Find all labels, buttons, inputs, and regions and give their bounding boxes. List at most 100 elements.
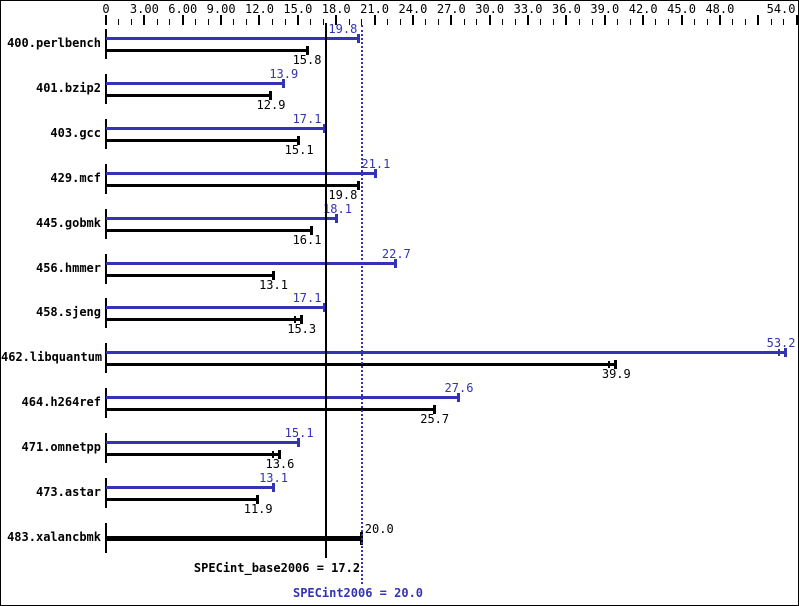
row-spine [105,253,107,284]
base-bar [106,228,312,232]
peak-bar [106,351,787,355]
axis-tick-label: 18.0 [321,2,351,16]
benchmark-label: 473.astar [35,485,101,500]
base-bar [106,273,274,277]
peak-bar-cap [357,34,361,43]
base-range-tick [293,316,296,324]
peak-range-tick [778,349,781,357]
axis-tick-label: 15.0 [283,2,313,16]
axis-major-tick [757,15,760,25]
peak-value-label: 18.1 [323,201,352,216]
axis-major-tick [181,15,184,25]
row-spine [105,73,107,104]
benchmark-label: 464.h264ref [21,395,101,410]
axis-major-tick [680,15,683,25]
axis-minor-tick [361,19,363,25]
peak-bar-cap [297,438,301,448]
peak-value-label: 17.1 [292,291,322,306]
axis-major-tick [527,15,530,25]
axis-tick-label: 6.00 [168,2,198,16]
base-range-tick [271,451,274,459]
base-value-label: 39.9 [601,367,631,382]
benchmark-label: 483.xalancbmk [7,530,101,544]
axis-minor-tick [514,19,516,25]
row-spine [105,433,107,464]
peak-ref-line [360,25,363,584]
row-spine [105,298,107,329]
base-bar-cap [614,360,618,370]
peak-bar [106,261,397,265]
axis-minor-tick [310,19,312,25]
peak-value-label: 27.6 [444,381,474,396]
peak-value-label: 53.2 [766,336,796,351]
base-value-label: 13.6 [265,457,295,472]
axis-minor-tick [706,19,708,25]
benchmark-label: 429.mcf [50,170,101,185]
axis-minor-tick [668,19,670,25]
axis-tick-label: 9.00 [206,2,236,16]
base-bar [106,498,259,502]
benchmark-label: 471.omnetpp [21,440,101,455]
peak-bar-cap [281,78,285,88]
axis-major-tick [105,15,107,25]
peak-bar [106,171,376,175]
benchmark-label: 456.hmmer [35,260,101,275]
base-bar [106,138,300,142]
axis-major-tick [220,15,223,25]
base-bar [106,536,362,541]
base-bar-cap [268,90,272,100]
axis-minor-tick [540,19,542,25]
peak-bar [106,126,325,130]
peak-value-label: 13.1 [259,471,288,486]
axis-major-tick [411,15,414,25]
axis-minor-tick [617,19,619,25]
peak-score-label: SPECint2006 = 20.0 [292,586,424,600]
base-value-label: 20.0 [364,522,394,536]
benchmark-label: 401.bzip2 [35,80,101,95]
base-range-tick [608,361,611,369]
base-value-label: 11.9 [243,502,273,517]
axis-minor-tick [693,19,695,25]
base-value-label: 15.3 [287,322,317,337]
peak-bar [106,441,300,445]
axis-minor-tick [322,19,324,25]
base-ref-line [324,23,327,558]
row-spine [105,208,107,239]
base-bar [106,318,302,322]
base-value-label: 25.7 [420,412,450,427]
axis-tick-label: 33.0 [513,2,543,16]
base-value-label: 13.1 [259,277,288,292]
axis-major-tick [488,15,491,25]
row-spine [105,343,107,374]
base-bar-cap [297,135,301,145]
peak-bar-cap [335,213,339,223]
peak-value-label: 19.8 [328,22,358,36]
base-bar [106,183,360,187]
peak-bar [106,216,338,220]
axis-minor-tick [745,19,746,25]
peak-bar [106,37,360,40]
base-value-label: 15.8 [292,53,322,67]
benchmark-label: 462.libquantum [1,350,103,365]
benchmark-label: 403.gcc [50,125,101,140]
axis-tick-label: 24.0 [398,2,428,16]
base-bar-cap [299,315,303,325]
base-bar-cap [256,495,260,505]
row-spine [105,388,107,419]
axis-major-tick [642,15,645,25]
axis-tick-label: 0 [102,2,110,16]
base-bar [106,49,309,52]
peak-bar-cap [322,303,326,313]
axis-minor-tick [578,19,580,25]
peak-bar-cap [457,393,460,403]
axis-major-tick [718,15,721,25]
base-bar [106,453,280,457]
axis-minor-tick [271,19,273,25]
axis-minor-tick [169,19,171,25]
axis-minor-tick [770,19,772,25]
axis-minor-tick [476,19,478,25]
axis-tick-label: 30.0 [475,2,505,16]
axis-major-tick [373,15,376,25]
axis-minor-tick [438,19,440,25]
